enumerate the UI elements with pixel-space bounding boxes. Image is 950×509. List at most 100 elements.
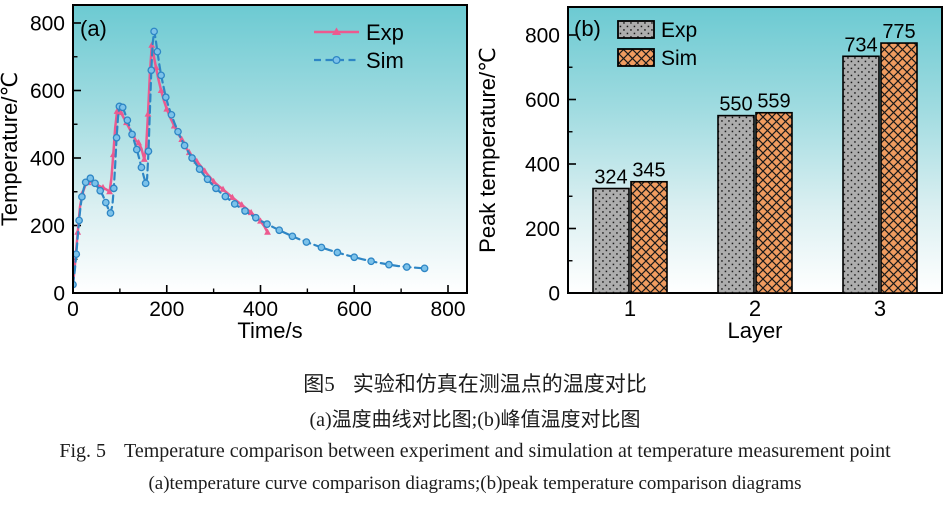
sim-marker: [167, 110, 176, 119]
sim-marker: [132, 145, 141, 154]
y-tick-label: 600: [525, 89, 560, 112]
exp-marker: [106, 187, 113, 195]
sim-marker: [109, 184, 118, 193]
sim-marker: [74, 250, 81, 259]
category-label: 3: [874, 296, 886, 321]
sim-marker: [180, 141, 189, 150]
exp-marker: [113, 107, 121, 114]
exp-marker: [228, 193, 236, 200]
y-tick-label: 400: [30, 148, 65, 171]
legend-b: Exp Sim: [617, 19, 697, 70]
plot-area-a: [72, 4, 468, 294]
bar-value-exp: 324: [594, 167, 627, 189]
sim-marker: [75, 216, 83, 225]
caption-zh-subtitle: (a)温度曲线对比图;(b)峰值温度对比图: [309, 409, 641, 431]
sim-marker: [212, 184, 220, 193]
exp-marker: [264, 228, 271, 235]
legend-exp-label: Exp: [366, 20, 404, 45]
sim-marker: [402, 263, 411, 271]
y-tick-label: 200: [30, 215, 65, 238]
bar-value-exp: 550: [719, 94, 752, 116]
sim-marker: [112, 133, 121, 142]
exp-marker: [140, 155, 148, 162]
caption-en-fig-label: Fig. 5: [59, 440, 107, 462]
sim-marker: [157, 71, 165, 80]
sim-marker: [123, 116, 132, 125]
legend-sim-swatch-icon: [617, 48, 655, 67]
sim-marker: [221, 192, 230, 201]
sim-marker: [128, 130, 136, 139]
temperature-line-chart: 0 200 400 600 800 0 200 400 600 800 Time/s Temperat…: [0, 4, 468, 343]
sim-marker: [333, 248, 342, 257]
bar-exp-layer3: [842, 55, 880, 294]
sim-marker: [74, 280, 77, 289]
caption-zh-fig-label: 图5: [303, 372, 335, 396]
sim-marker: [101, 198, 110, 207]
legend-sim-label: Sim: [661, 47, 697, 70]
caption-zh-title: 图5 实验和仿真在测温点的温度对比: [0, 368, 950, 398]
sim-marker: [241, 207, 249, 215]
legend-exp-marker-icon: [332, 27, 341, 35]
legend-sim-label: Sim: [366, 48, 404, 73]
sim-marker: [317, 243, 326, 252]
sim-marker: [385, 260, 393, 269]
sim-marker: [153, 47, 162, 56]
sim-marker: [91, 179, 99, 188]
exp-marker: [157, 86, 165, 93]
sim-marker: [302, 238, 311, 246]
sim-marker: [144, 147, 153, 156]
exp-marker: [117, 108, 125, 115]
sim-marker: [203, 175, 212, 184]
sim-marker: [147, 66, 156, 75]
legend-sim-marker-icon: [332, 55, 341, 65]
x-tick-label: 200: [149, 298, 184, 321]
legend-exp-swatch-icon: [617, 20, 655, 39]
panel-letter-a: (a): [80, 16, 107, 41]
y-tick-label: 400: [525, 154, 560, 177]
x-tick-label: 600: [337, 298, 372, 321]
sim-marker: [420, 264, 429, 273]
x-tick-label: 400: [243, 298, 278, 321]
y-tick-label: 600: [30, 80, 65, 103]
sim-marker: [251, 213, 260, 222]
bar-sim-layer1: [630, 180, 668, 294]
caption-en-subtitle: (a)temperature curve comparison diagrams…: [148, 473, 802, 494]
sim-marker: [188, 154, 196, 162]
y-tick-label: 0: [548, 283, 560, 306]
sim-marker: [161, 93, 170, 102]
y-axis-label: Temperature/℃: [0, 72, 22, 226]
x-tick-label: 0: [67, 298, 79, 321]
y-tick-label: 200: [525, 218, 560, 241]
sim-marker: [195, 165, 204, 173]
legend-a: Exp Sim: [314, 20, 404, 73]
sim-marker: [288, 232, 297, 241]
sim-marker: [150, 27, 158, 36]
sim-marker: [137, 163, 146, 172]
legend-exp-label: Exp: [661, 19, 697, 42]
category-label: 2: [749, 296, 761, 321]
bar-value-sim: 775: [882, 21, 915, 43]
sim-marker: [81, 178, 90, 187]
y-tick-label: 0: [53, 283, 65, 306]
category-label: 1: [624, 296, 636, 321]
panel-letter-b: (b): [574, 16, 601, 41]
exp-marker: [238, 201, 246, 208]
sim-marker: [141, 179, 150, 188]
sim-marker: [118, 103, 127, 112]
bar-sim-layer3: [880, 42, 918, 294]
sim-marker: [230, 200, 239, 208]
caption-en-title-text: Temperature comparison between experimen…: [124, 440, 891, 462]
sim-marker: [174, 127, 182, 136]
exp-marker: [135, 139, 143, 146]
x-axis-label: Layer: [727, 318, 782, 343]
exp-marker: [178, 135, 186, 142]
x-axis-label: Time/s: [237, 318, 302, 343]
sim-marker: [275, 226, 284, 235]
y-axis-label: Peak temperature/℃: [475, 47, 500, 253]
bar-value-sim: 345: [632, 160, 665, 182]
sim-marker: [96, 186, 105, 195]
caption-en-title: Fig. 5 Temperature comparison between exp…: [0, 440, 950, 463]
exp-marker: [163, 105, 171, 112]
